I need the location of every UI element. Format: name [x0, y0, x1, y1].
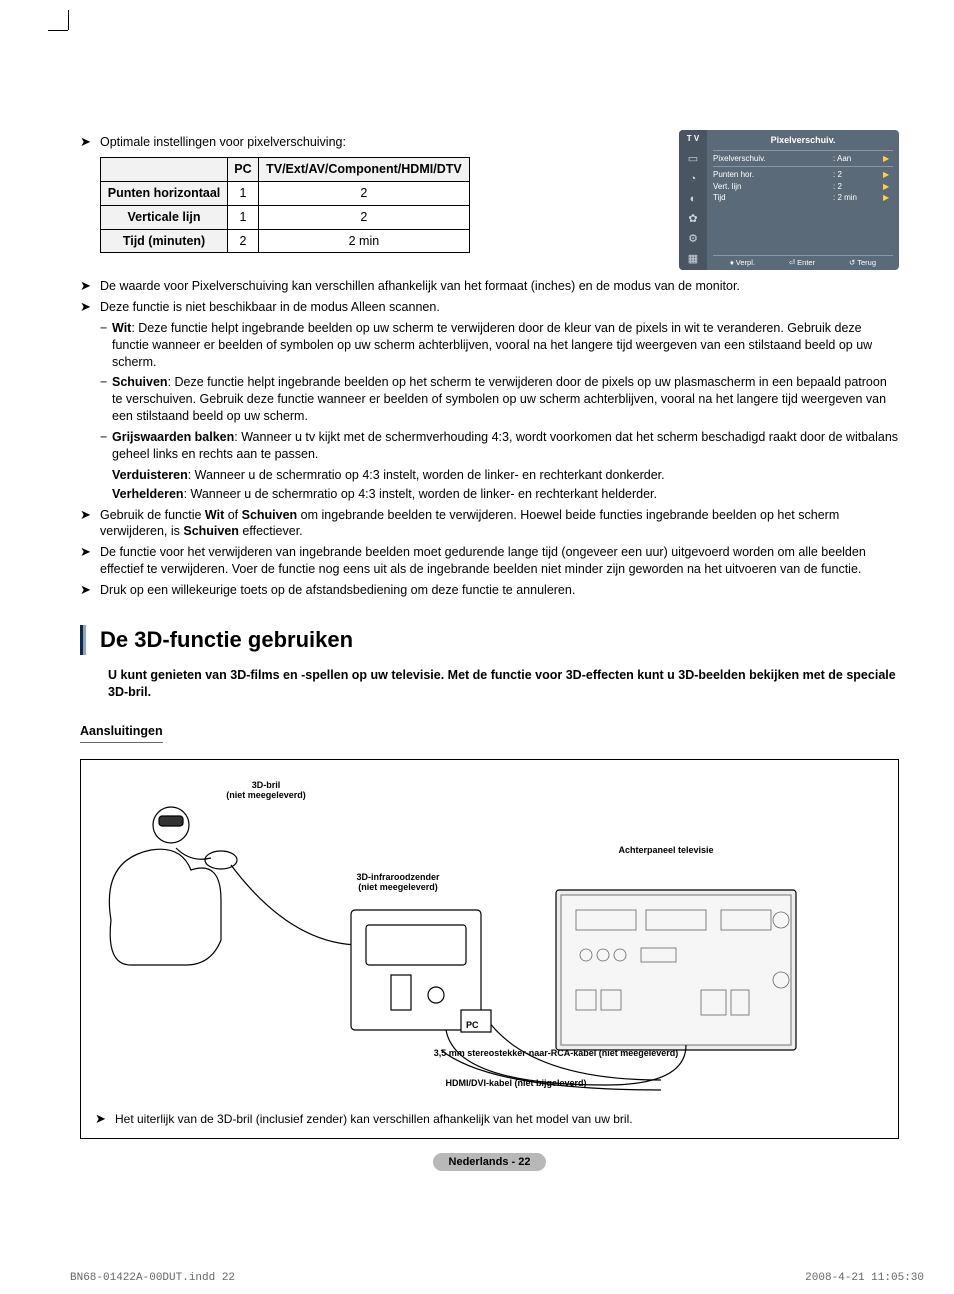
arrow-icon: ➤	[80, 544, 100, 561]
bullet: ➤ De waarde voor Pixelverschuiving kan v…	[80, 278, 899, 295]
osd-panel: T V ▭ ◔ ◐ ✿ ⚙ ▦ Pixelverschuiv. Pixelver…	[679, 130, 899, 270]
print-marks: BN68-01422A-00DUT.indd 22 2008-4-21 11:0…	[70, 1271, 924, 1286]
sub-heading: Aansluitingen	[80, 723, 163, 743]
dash-item: − Grijswaarden balken: Wanneer u tv kijk…	[100, 429, 899, 503]
row0-h: Punten horizontaal	[101, 181, 228, 205]
arrow-icon: ➤	[80, 278, 100, 295]
osd-foot-move: ♦ Verpl.	[730, 258, 755, 268]
bullet: ➤ Gebruik de functie Wit of Schuiven om …	[80, 507, 899, 541]
triangle-right-icon: ▶	[883, 169, 893, 180]
arrow-icon: ➤	[80, 582, 100, 599]
b2-0-pre: Gebruik de functie	[100, 508, 205, 522]
b2-0-post: effectiever.	[239, 524, 303, 538]
page-footer: Nederlands - 22	[80, 1153, 899, 1170]
osd-side-icon: ◐	[684, 193, 702, 207]
osd-r3-v: : 2 min	[833, 192, 883, 203]
th-pc: PC	[228, 157, 259, 181]
section-intro: U kunt genieten van 3D-films en -spellen…	[108, 667, 899, 701]
verduisteren-t: : Wanneer u de schermratio op 4:3 instel…	[188, 468, 665, 482]
dash-item: − Schuiven: Deze functie helpt ingebrand…	[100, 374, 899, 425]
row1-c1: 1	[228, 205, 259, 229]
dash-bold: Schuiven	[112, 375, 168, 389]
bullet-text: Deze functie is niet beschikbaar in de m…	[100, 299, 899, 316]
print-right: 2008-4-21 11:05:30	[805, 1271, 924, 1286]
row0-c1: 1	[228, 181, 259, 205]
osd-r1-v: : 2	[833, 169, 883, 180]
osd-r1-k: Punten hor.	[713, 169, 833, 180]
b2-0-b3: Schuiven	[183, 524, 239, 538]
arrow-icon: ➤	[80, 507, 100, 524]
osd-tv-label: T V	[687, 134, 699, 145]
label-hdmi: HDMI/DVI-kabel (niet bijgeleverd)	[366, 1078, 666, 1089]
b2-0-b2: Schuiven	[242, 508, 298, 522]
osd-r2-v: : 2	[833, 181, 883, 192]
osd-r0-v: : Aan	[833, 153, 883, 164]
th-tv: TV/Ext/AV/Component/HDMI/DTV	[258, 157, 469, 181]
connection-diagram: 3D-bril(niet meegeleverd) 3D-infraroodze…	[80, 759, 899, 1139]
osd-r0-k: Pixelverschuiv.	[713, 153, 833, 164]
arrow-icon: ➤	[80, 134, 100, 151]
osd-foot-enter: ⏎ Enter	[789, 258, 815, 268]
row1-c2: 2	[258, 205, 469, 229]
label-zender: 3D-infraroodzender(niet meegeleverd)	[333, 872, 463, 894]
grijs-bold: Grijswaarden balken	[112, 430, 234, 444]
dash-bold: Wit	[112, 321, 131, 335]
bullet: ➤ De functie voor het verwijderen van in…	[80, 544, 899, 578]
row1-h: Verticale lijn	[101, 205, 228, 229]
arrow-icon: ➤	[95, 1111, 115, 1128]
dash-text: : Deze functie helpt ingebrande beelden …	[112, 375, 887, 423]
intro-text: Optimale instellingen voor pixelverschui…	[100, 134, 661, 151]
b2-0-b1: Wit	[205, 508, 224, 522]
osd-side-icon: ✿	[684, 213, 702, 227]
label-pc: PC	[466, 1020, 479, 1031]
osd-foot-return: ↺ Terug	[849, 258, 876, 268]
osd-r3-k: Tijd	[713, 192, 833, 203]
intro-line: ➤ Optimale instellingen voor pixelversch…	[80, 134, 661, 151]
dash-icon: −	[100, 374, 112, 391]
osd-side-icon: ⚙	[684, 233, 702, 247]
dash-item: − Wit: Deze functie helpt ingebrande bee…	[100, 320, 899, 371]
osd-title: Pixelverschuiv.	[713, 134, 893, 146]
osd-r2-k: Vert. lijn	[713, 181, 833, 192]
label-jack: 3,5 mm stereostekker-naar-RCA-kabel (nie…	[366, 1048, 746, 1059]
section-title: De 3D-functie gebruiken	[100, 625, 353, 655]
b2-1: De functie voor het verwijderen van inge…	[100, 544, 899, 578]
osd-side-icon: ▦	[684, 253, 702, 267]
diagram-note: ➤ Het uiterlijk van de 3D-bril (inclusie…	[95, 1111, 884, 1128]
b2-2: Druk op een willekeurige toets op de afs…	[100, 582, 899, 599]
label-tvpanel: Achterpaneel televisie	[586, 845, 746, 856]
label-bril: 3D-bril(niet meegeleverd)	[206, 780, 326, 802]
diagram-svg	[81, 760, 861, 1130]
dash-text: : Deze functie helpt ingebrande beelden …	[112, 321, 872, 369]
diagram-note-text: Het uiterlijk van de 3D-bril (inclusief …	[115, 1111, 884, 1127]
dash-icon: −	[100, 429, 112, 446]
triangle-right-icon: ▶	[883, 192, 893, 203]
heading-bar-icon	[80, 625, 86, 655]
verhelderen-b: Verhelderen	[112, 487, 184, 501]
row2-c1: 2	[228, 229, 259, 253]
bullet-text: De waarde voor Pixelverschuiving kan ver…	[100, 278, 899, 295]
print-left: BN68-01422A-00DUT.indd 22	[70, 1271, 235, 1286]
section-heading: De 3D-functie gebruiken	[80, 625, 899, 655]
th-blank	[101, 157, 228, 181]
osd-side-icon: ▭	[684, 153, 702, 167]
settings-table: PC TV/Ext/AV/Component/HDMI/DTV Punten h…	[100, 157, 470, 254]
dash-icon: −	[100, 320, 112, 337]
bullet: ➤ Deze functie is niet beschikbaar in de…	[80, 299, 899, 316]
osd-side-icon: ◔	[684, 173, 702, 187]
verhelderen-t: : Wanneer u de schermratio op 4:3 instel…	[184, 487, 657, 501]
row0-c2: 2	[258, 181, 469, 205]
row2-h: Tijd (minuten)	[101, 229, 228, 253]
bullet: ➤ Druk op een willekeurige toets op de a…	[80, 582, 899, 599]
verduisteren-b: Verduisteren	[112, 468, 188, 482]
b2-0-mid: of	[224, 508, 241, 522]
arrow-icon: ➤	[80, 299, 100, 316]
row2-c2: 2 min	[258, 229, 469, 253]
triangle-right-icon: ▶	[883, 181, 893, 192]
triangle-right-icon: ▶	[883, 153, 893, 164]
page-number: Nederlands - 22	[433, 1153, 547, 1171]
